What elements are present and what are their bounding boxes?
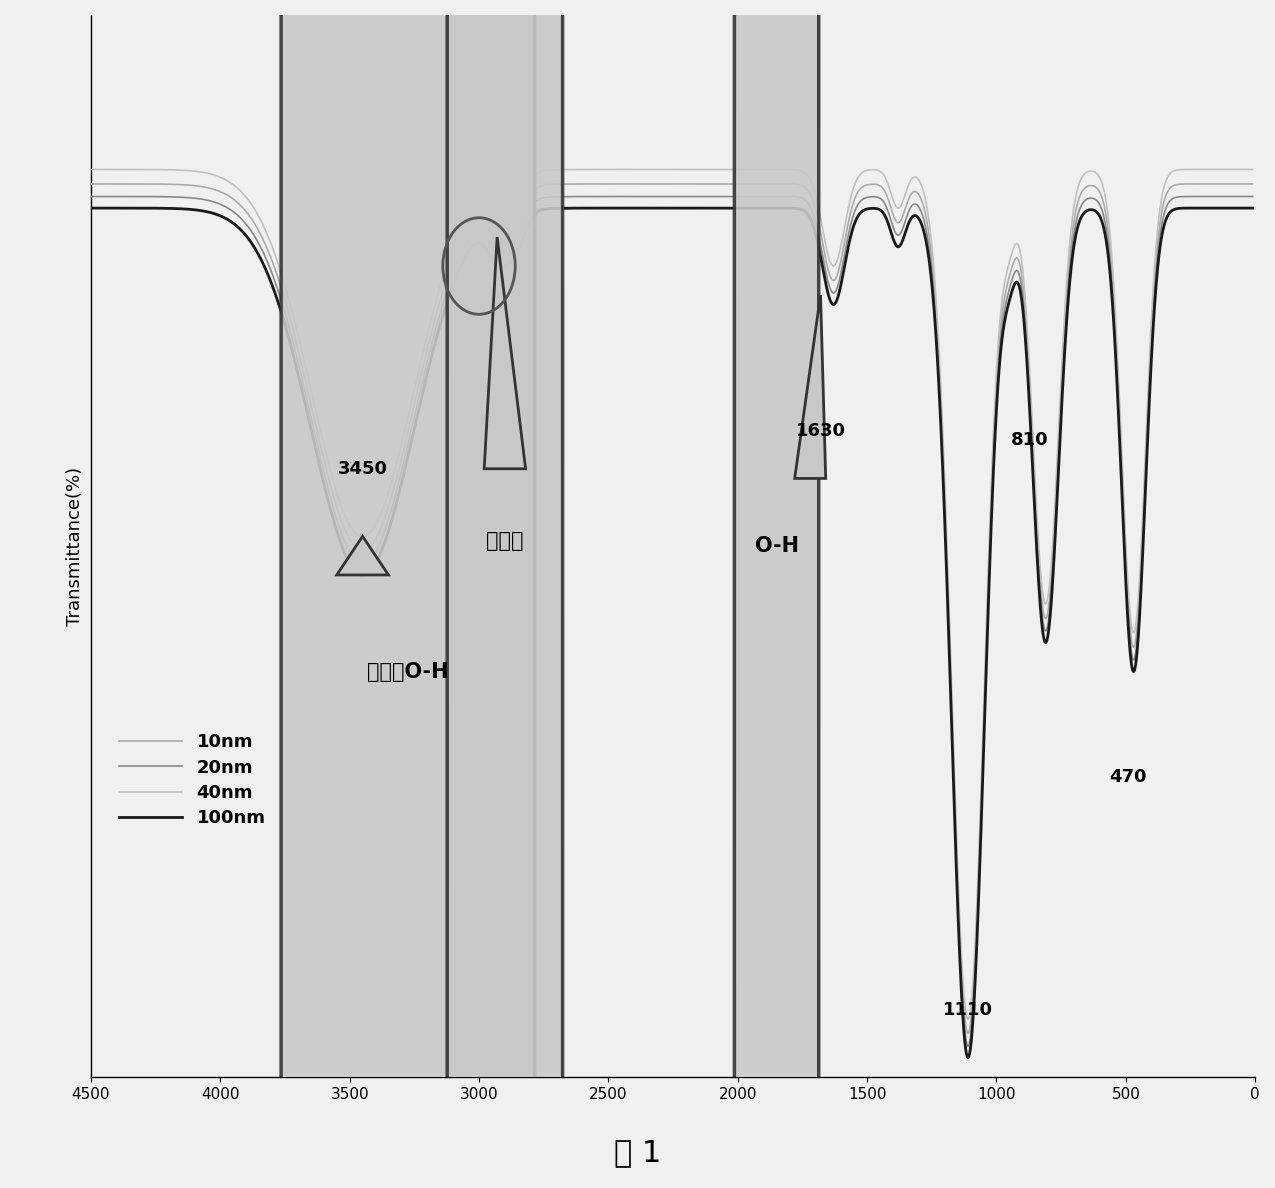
40nm bbox=[579, 163, 594, 177]
20nm bbox=[1228, 189, 1243, 203]
20nm bbox=[1223, 189, 1238, 203]
20nm bbox=[579, 189, 594, 203]
Y-axis label: Transmittance(%): Transmittance(%) bbox=[66, 467, 84, 626]
20nm bbox=[1244, 189, 1260, 203]
10nm bbox=[1228, 177, 1243, 191]
Text: 亚甲基: 亚甲基 bbox=[486, 531, 524, 551]
20nm bbox=[960, 1040, 975, 1054]
10nm bbox=[1244, 177, 1260, 191]
10nm bbox=[529, 182, 544, 196]
40nm bbox=[1098, 188, 1113, 202]
Polygon shape bbox=[337, 536, 389, 575]
10nm bbox=[83, 177, 98, 191]
Polygon shape bbox=[794, 295, 826, 479]
100nm bbox=[1223, 201, 1238, 215]
FancyBboxPatch shape bbox=[280, 0, 534, 1188]
Text: 1630: 1630 bbox=[796, 422, 845, 440]
100nm bbox=[284, 345, 300, 359]
10nm bbox=[215, 187, 231, 201]
FancyBboxPatch shape bbox=[734, 0, 819, 1188]
10nm bbox=[284, 320, 300, 334]
10nm bbox=[579, 177, 594, 191]
40nm bbox=[215, 171, 231, 185]
Text: 3450: 3450 bbox=[338, 461, 388, 479]
40nm bbox=[284, 305, 300, 320]
40nm bbox=[960, 1012, 975, 1026]
FancyBboxPatch shape bbox=[448, 0, 562, 1188]
Line: 40nm: 40nm bbox=[91, 170, 1252, 1019]
40nm bbox=[529, 166, 544, 181]
Polygon shape bbox=[484, 238, 525, 469]
100nm bbox=[1228, 201, 1243, 215]
Line: 10nm: 10nm bbox=[91, 184, 1252, 1034]
Line: 100nm: 100nm bbox=[91, 208, 1252, 1057]
100nm bbox=[1098, 227, 1113, 241]
Text: 图 1: 图 1 bbox=[613, 1138, 662, 1167]
100nm bbox=[529, 206, 544, 220]
10nm bbox=[960, 1026, 975, 1041]
40nm bbox=[1244, 163, 1260, 177]
100nm bbox=[1244, 201, 1260, 215]
20nm bbox=[215, 198, 231, 213]
40nm bbox=[1228, 163, 1243, 177]
Line: 20nm: 20nm bbox=[91, 196, 1252, 1047]
100nm bbox=[215, 210, 231, 225]
10nm bbox=[1223, 177, 1238, 191]
Text: 1110: 1110 bbox=[944, 1001, 993, 1019]
20nm bbox=[1098, 215, 1113, 229]
Legend: 10nm, 20nm, 40nm, 100nm: 10nm, 20nm, 40nm, 100nm bbox=[112, 726, 273, 834]
20nm bbox=[284, 333, 300, 347]
Text: 470: 470 bbox=[1109, 769, 1148, 786]
20nm bbox=[83, 189, 98, 203]
100nm bbox=[83, 201, 98, 215]
20nm bbox=[529, 194, 544, 208]
100nm bbox=[579, 201, 594, 215]
10nm bbox=[1098, 203, 1113, 217]
40nm bbox=[1223, 163, 1238, 177]
Text: O-H: O-H bbox=[755, 536, 798, 556]
Text: 结合的O-H: 结合的O-H bbox=[367, 662, 449, 682]
100nm bbox=[960, 1050, 975, 1064]
40nm bbox=[83, 163, 98, 177]
Text: 810: 810 bbox=[1011, 431, 1049, 449]
